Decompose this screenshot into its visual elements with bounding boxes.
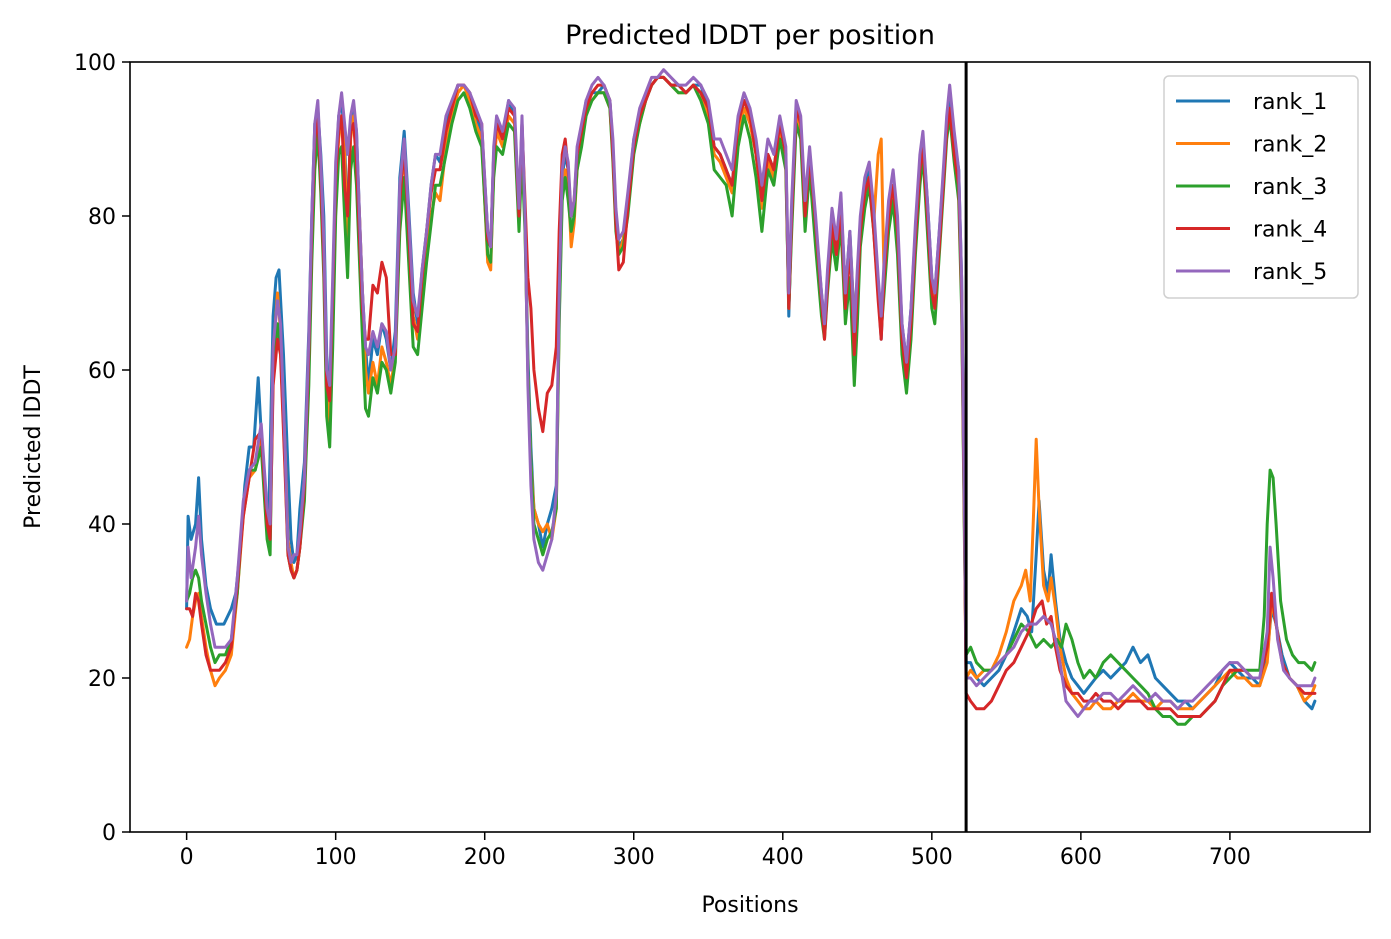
y-axis-label: Predicted lDDT	[21, 365, 46, 529]
x-tick-label: 700	[1209, 845, 1251, 870]
x-tick-label: 200	[464, 845, 506, 870]
y-tick-label: 20	[88, 667, 116, 692]
y-tick-label: 0	[102, 821, 116, 846]
x-tick-label: 100	[315, 845, 357, 870]
x-tick-label: 400	[762, 845, 804, 870]
x-tick-label: 0	[180, 845, 194, 870]
x-tick-label: 500	[911, 845, 953, 870]
series-line-rank_3	[185, 75, 1317, 726]
legend-label-rank_1: rank_1	[1253, 90, 1327, 115]
legend-label-rank_2: rank_2	[1253, 133, 1327, 158]
x-axis-label: Positions	[701, 893, 798, 918]
lines-layer	[185, 68, 1317, 726]
series-line-rank_5	[185, 68, 1317, 718]
legend-label-rank_4: rank_4	[1253, 218, 1327, 243]
legend-label-rank_5: rank_5	[1253, 260, 1327, 285]
chart-title: Predicted lDDT per position	[565, 20, 935, 51]
y-tick-label: 80	[88, 205, 116, 230]
x-axis: 0 100 200 300 400 500 600 700	[180, 832, 1251, 870]
plot-frame	[129, 61, 1371, 833]
legend: rank_1 rank_2 rank_3 rank_4 rank_5	[1163, 75, 1359, 299]
series-line-rank_4	[185, 75, 1317, 718]
y-tick-label: 60	[88, 359, 116, 384]
legend-label-rank_3: rank_3	[1253, 175, 1327, 200]
y-tick-label: 100	[74, 51, 116, 76]
x-tick-label: 300	[613, 845, 655, 870]
x-tick-label: 600	[1060, 845, 1102, 870]
y-axis: 0 20 40 60 80 100	[74, 51, 130, 846]
y-tick-label: 40	[88, 513, 116, 538]
legend-frame	[1163, 75, 1359, 299]
